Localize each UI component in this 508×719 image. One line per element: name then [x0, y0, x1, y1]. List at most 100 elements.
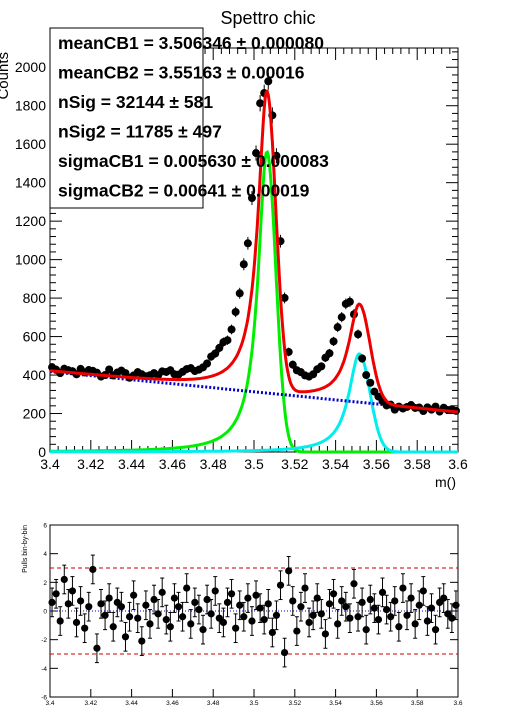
data-point — [354, 330, 363, 339]
pull-point — [138, 637, 146, 645]
pull-point — [321, 630, 329, 638]
data-point — [105, 365, 114, 374]
data-point — [317, 362, 326, 371]
x-tick-label: 3.5 — [244, 456, 264, 472]
pull-x-tick-label: 3.6 — [453, 700, 462, 707]
x-tick-label: 3.44 — [118, 456, 145, 472]
data-point — [252, 149, 261, 158]
x-tick-label: 3.54 — [322, 456, 349, 472]
pull-point — [199, 626, 207, 634]
y-tick-label: 800 — [23, 290, 47, 306]
data-point — [329, 337, 338, 346]
y-tick-label: 1800 — [15, 98, 46, 114]
pull-point — [211, 587, 219, 595]
pull-point — [81, 624, 89, 632]
pull-point — [423, 617, 431, 625]
data-point — [337, 313, 346, 322]
pull-point — [60, 575, 68, 584]
pull-point — [329, 590, 338, 598]
pull-point — [125, 613, 134, 621]
pull-point — [301, 584, 309, 592]
y-tick-label: 0 — [38, 444, 46, 460]
pull-point — [358, 598, 366, 607]
pull-point — [342, 603, 350, 611]
x-tick-label: 3.58 — [404, 456, 431, 472]
pull-point — [264, 600, 272, 608]
y-tick-label: 1400 — [15, 175, 46, 191]
pull-point — [52, 590, 60, 598]
x-tick-label: 3.56 — [363, 456, 390, 472]
pull-point — [268, 628, 276, 637]
pull-point — [56, 617, 64, 625]
data-point — [264, 77, 273, 86]
y-tick-label: 2000 — [15, 59, 46, 75]
pull-point — [419, 587, 427, 595]
pull-point — [130, 591, 138, 599]
signal2-curve — [50, 352, 458, 454]
pull-point — [427, 604, 436, 612]
pull-point — [354, 613, 362, 621]
pull-point — [72, 618, 81, 627]
data-point — [333, 323, 342, 332]
pull-y-tick-label: 0 — [43, 609, 47, 616]
fit-parameter-sigmaCB1: sigmaCB1 = 0.005630 ± 0.000083 — [58, 151, 329, 171]
pull-point — [162, 616, 170, 624]
fit-parameter-nSig: nSig = 32144 ± 581 — [58, 92, 213, 112]
pull-x-tick-label: 3.56 — [370, 700, 383, 707]
data-point — [366, 378, 375, 387]
pull-point — [227, 590, 236, 598]
pull-point — [223, 598, 232, 607]
pull-point — [68, 587, 77, 595]
pull-x-tick-label: 3.48 — [207, 700, 220, 707]
pull-point — [289, 597, 297, 605]
pull-point — [403, 611, 411, 619]
pull-x-tick-label: 3.4 — [45, 700, 54, 707]
pull-point — [378, 588, 387, 596]
pull-point — [191, 598, 199, 607]
data-point — [247, 194, 256, 203]
pull-point — [77, 597, 85, 605]
pull-point — [370, 604, 378, 612]
pull-point — [448, 614, 456, 622]
fit-parameter-meanCB2: meanCB2 = 3.55163 ± 0.00016 — [58, 63, 305, 83]
x-tick-label: 3.48 — [200, 456, 227, 472]
pull-point — [134, 614, 142, 622]
data-point — [211, 349, 220, 358]
x-tick-label: 3.42 — [77, 456, 104, 472]
pull-y-tick-label: 2 — [43, 580, 47, 587]
pull-point — [350, 580, 358, 588]
pull-point — [142, 601, 150, 609]
pull-x-tick-label: 3.52 — [288, 700, 301, 707]
pull-point — [411, 620, 419, 628]
data-point — [288, 360, 297, 369]
pull-x-tick-label: 3.54 — [329, 700, 342, 707]
y-tick-label: 200 — [23, 406, 47, 422]
pull-point — [399, 584, 407, 592]
pull-x-tick-label: 3.58 — [411, 700, 424, 707]
chart-title: Spettro chic — [220, 8, 315, 28]
pull-point — [244, 594, 252, 602]
data-point — [239, 260, 248, 269]
pull-point — [383, 605, 391, 614]
pull-x-tick-label: 3.44 — [125, 700, 138, 707]
pull-point — [366, 595, 374, 604]
pull-point — [195, 605, 203, 614]
pull-point — [97, 600, 105, 608]
pull-point — [260, 616, 268, 624]
fit-parameter-meanCB1: meanCB1 = 3.506346 ± 0.000080 — [58, 33, 324, 53]
data-point — [325, 349, 334, 358]
pull-point — [158, 588, 166, 596]
pull-point — [109, 623, 117, 631]
pull-point — [174, 603, 183, 611]
pull-point — [256, 604, 264, 612]
pull-point — [117, 603, 125, 611]
pull-y-tick-label: -4 — [41, 666, 47, 673]
pull-point — [187, 620, 195, 628]
pull-point — [105, 594, 113, 602]
data-point — [203, 359, 212, 368]
pull-point — [325, 600, 334, 608]
x-tick-label: 3.52 — [281, 456, 308, 472]
pull-point — [121, 633, 130, 641]
fit-parameter-nSig2: nSig2 = 11785 ± 497 — [58, 122, 222, 142]
